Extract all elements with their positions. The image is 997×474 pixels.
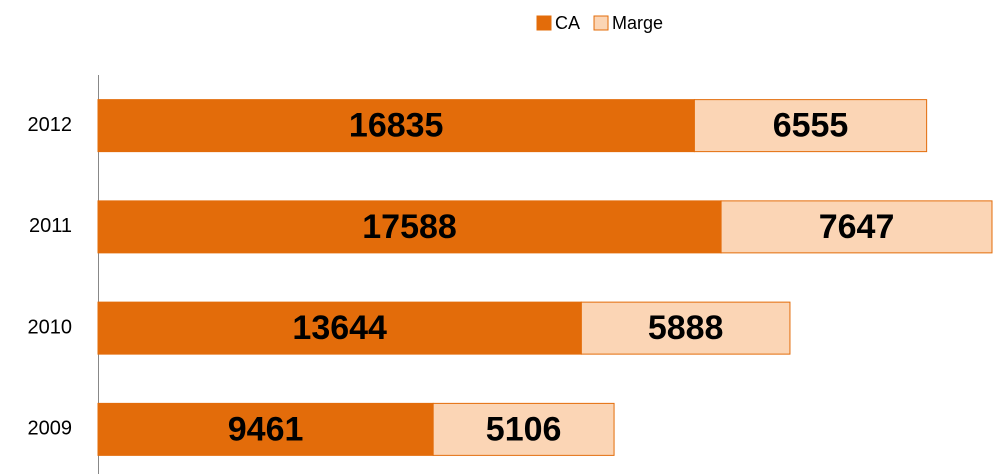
data-label: 5106	[486, 410, 562, 448]
legend-label: Marge	[612, 13, 663, 33]
y-tick-label: 2012	[28, 114, 73, 136]
bar-segment	[693, 99, 928, 153]
bar-segment	[97, 99, 695, 153]
data-label: 16835	[349, 107, 444, 145]
y-tick-label: 2011	[29, 215, 72, 237]
data-label: 7647	[819, 208, 895, 246]
data-label: 9461	[228, 410, 304, 448]
bar-segment	[580, 301, 791, 355]
legend-swatch	[536, 15, 552, 31]
data-label: 13644	[292, 309, 387, 347]
bar-segment	[720, 200, 993, 254]
legend-swatch	[593, 15, 609, 31]
data-label: 5888	[648, 309, 724, 347]
data-label: 6555	[773, 107, 849, 145]
data-label: 17588	[362, 208, 457, 246]
y-tick-label: 2010	[28, 316, 73, 338]
y-tick-label: 2009	[28, 418, 73, 440]
legend-label: CA	[555, 13, 580, 33]
bar-segment	[432, 402, 615, 456]
bar-segment	[97, 200, 722, 254]
